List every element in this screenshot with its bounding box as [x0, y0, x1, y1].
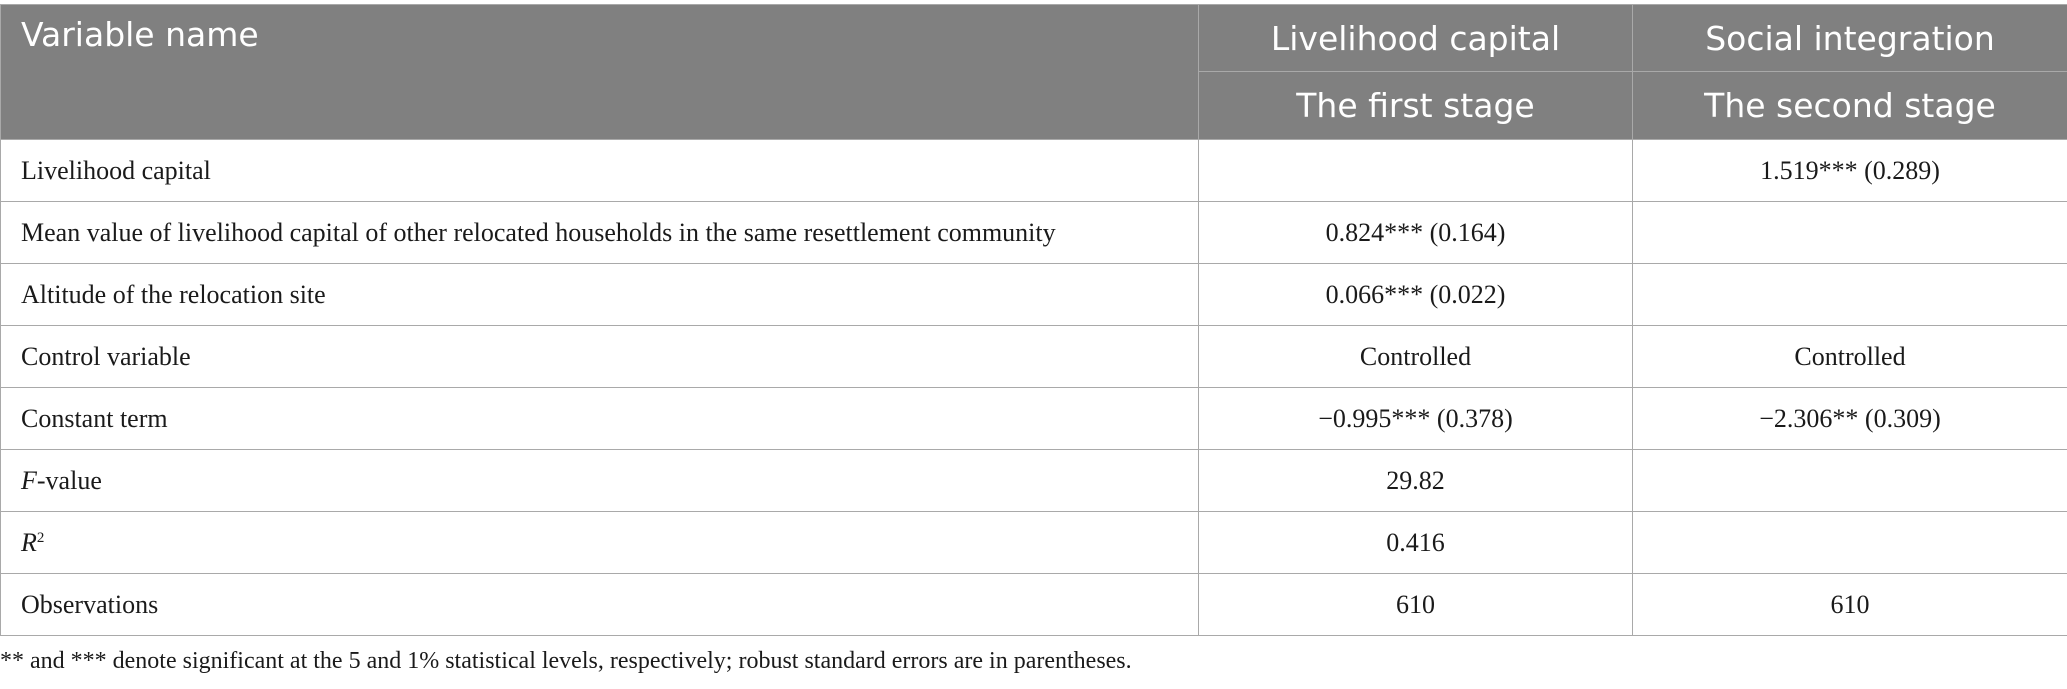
f-symbol: F [21, 465, 37, 495]
header-row: Variable name Livelihood capital Social … [0, 4, 2067, 140]
row-label: F-value [0, 449, 1199, 512]
row-label: Livelihood capital [0, 139, 1199, 202]
table-row: Altitude of the relocation site 0.066***… [0, 263, 2067, 326]
first-stage-value: Controlled [1198, 325, 1633, 388]
header-livelihood-capital: Livelihood capital [1198, 4, 1633, 72]
f-value-suffix: -value [36, 465, 102, 495]
row-label: Observations [0, 573, 1199, 636]
header-second-stage: The second stage [1632, 71, 2067, 140]
first-stage-value: 29.82 [1198, 449, 1633, 512]
row-label: Mean value of livelihood capital of othe… [0, 201, 1199, 264]
table-row: Constant term −0.995*** (0.378) −2.306**… [0, 387, 2067, 450]
header-social-integration: Social integration [1632, 4, 2067, 72]
second-stage-value: 1.519*** (0.289) [1632, 139, 2067, 202]
table-body: Livelihood capital 1.519*** (0.289) Mean… [0, 139, 2067, 636]
header-variable-name: Variable name [0, 4, 1199, 140]
row-label: Altitude of the relocation site [0, 263, 1199, 326]
regression-table: Variable name Livelihood capital Social … [0, 4, 2067, 636]
table-footnote: ** and *** denote significant at the 5 a… [0, 648, 1132, 674]
table-row: Mean value of livelihood capital of othe… [0, 201, 2067, 264]
first-stage-value [1198, 139, 1633, 202]
first-stage-value: 0.824*** (0.164) [1198, 201, 1633, 264]
r-superscript: 2 [36, 529, 45, 546]
second-stage-value [1632, 449, 2067, 512]
table-header: Variable name Livelihood capital Social … [0, 4, 2067, 140]
regression-table-container: Variable name Livelihood capital Social … [0, 4, 2067, 636]
second-stage-value: −2.306** (0.309) [1632, 387, 2067, 450]
second-stage-value [1632, 263, 2067, 326]
second-stage-value: Controlled [1632, 325, 2067, 388]
second-stage-value [1632, 511, 2067, 574]
table-row: Control variable Controlled Controlled [0, 325, 2067, 388]
second-stage-value: 610 [1632, 573, 2067, 636]
r-symbol: R [21, 527, 37, 557]
first-stage-value: 610 [1198, 573, 1633, 636]
row-label: R2 [0, 511, 1199, 574]
header-stage-row: The first stage The second stage [1, 71, 2067, 140]
table-row: Observations 610 610 [0, 573, 2067, 636]
first-stage-value: 0.066*** (0.022) [1198, 263, 1633, 326]
first-stage-value: 0.416 [1198, 511, 1633, 574]
table-row: R2 0.416 [0, 511, 2067, 574]
second-stage-value [1632, 201, 2067, 264]
row-label: Control variable [0, 325, 1199, 388]
table-row: Livelihood capital 1.519*** (0.289) [0, 139, 2067, 202]
row-label: Constant term [0, 387, 1199, 450]
first-stage-value: −0.995*** (0.378) [1198, 387, 1633, 450]
header-first-stage: The first stage [1198, 71, 1633, 140]
table-row: F-value 29.82 [0, 449, 2067, 512]
